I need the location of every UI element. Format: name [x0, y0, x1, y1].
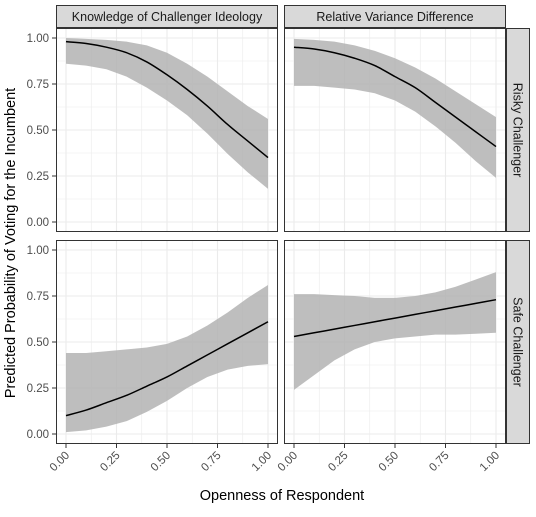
panels-layer	[56, 28, 506, 444]
y-tick-label: 1.00	[27, 245, 49, 257]
y-tick-label: 1.00	[27, 33, 49, 45]
row-strip: Risky Challenger	[506, 28, 530, 232]
row-strip-label: Risky Challenger	[511, 83, 525, 177]
y-tick-label: 0.50	[27, 125, 49, 137]
y-tick-label: 0.50	[27, 337, 49, 349]
panel-border	[284, 240, 506, 444]
y-tick-label: 0.25	[27, 171, 49, 183]
row-strip: Safe Challenger	[506, 240, 530, 444]
confidence-band	[294, 38, 496, 178]
panel-0-0	[56, 28, 278, 232]
panel-1-0	[56, 240, 278, 444]
ticks-layer: 0.00 0.25 0.50 0.75 1.00 0.00 0.25 0.50 0.75 1.00…	[27, 33, 503, 474]
y-axis-title: Predicted Probability of Voting for the …	[3, 88, 19, 398]
y-tick-label: 0.75	[27, 79, 49, 91]
series-line	[293, 298, 497, 338]
row-strip-background	[506, 240, 530, 444]
column-strip-background	[284, 5, 506, 28]
y-tick-label: 0.25	[27, 383, 49, 395]
panel-1-1	[284, 240, 506, 444]
confidence-band	[294, 272, 496, 390]
x-axis-title: Openness of Respondent	[200, 488, 364, 504]
series-line	[293, 46, 497, 148]
series-line	[65, 40, 269, 159]
y-tick-label: 0.75	[27, 291, 49, 303]
confidence-band	[66, 38, 268, 189]
panel-0-1	[284, 28, 506, 232]
panel-border	[284, 28, 506, 232]
column-strip-label: Knowledge of Challenger Ideology	[72, 10, 263, 24]
column-strip-background	[56, 5, 278, 28]
column-strip: Relative Variance Difference	[284, 5, 506, 28]
series-line	[65, 321, 269, 417]
row-strip-label: Safe Challenger	[511, 297, 525, 387]
panel-border	[56, 240, 278, 444]
strips-layer: Knowledge of Challenger Ideology Relative…	[56, 5, 530, 444]
confidence-band	[66, 284, 268, 433]
panel-border	[56, 28, 278, 232]
column-strip-label: Relative Variance Difference	[316, 10, 473, 24]
column-strip: Knowledge of Challenger Ideology	[56, 5, 278, 28]
row-strip-background	[506, 28, 530, 232]
y-tick-label: 0.00	[27, 429, 49, 441]
y-tick-label: 0.00	[27, 217, 49, 229]
